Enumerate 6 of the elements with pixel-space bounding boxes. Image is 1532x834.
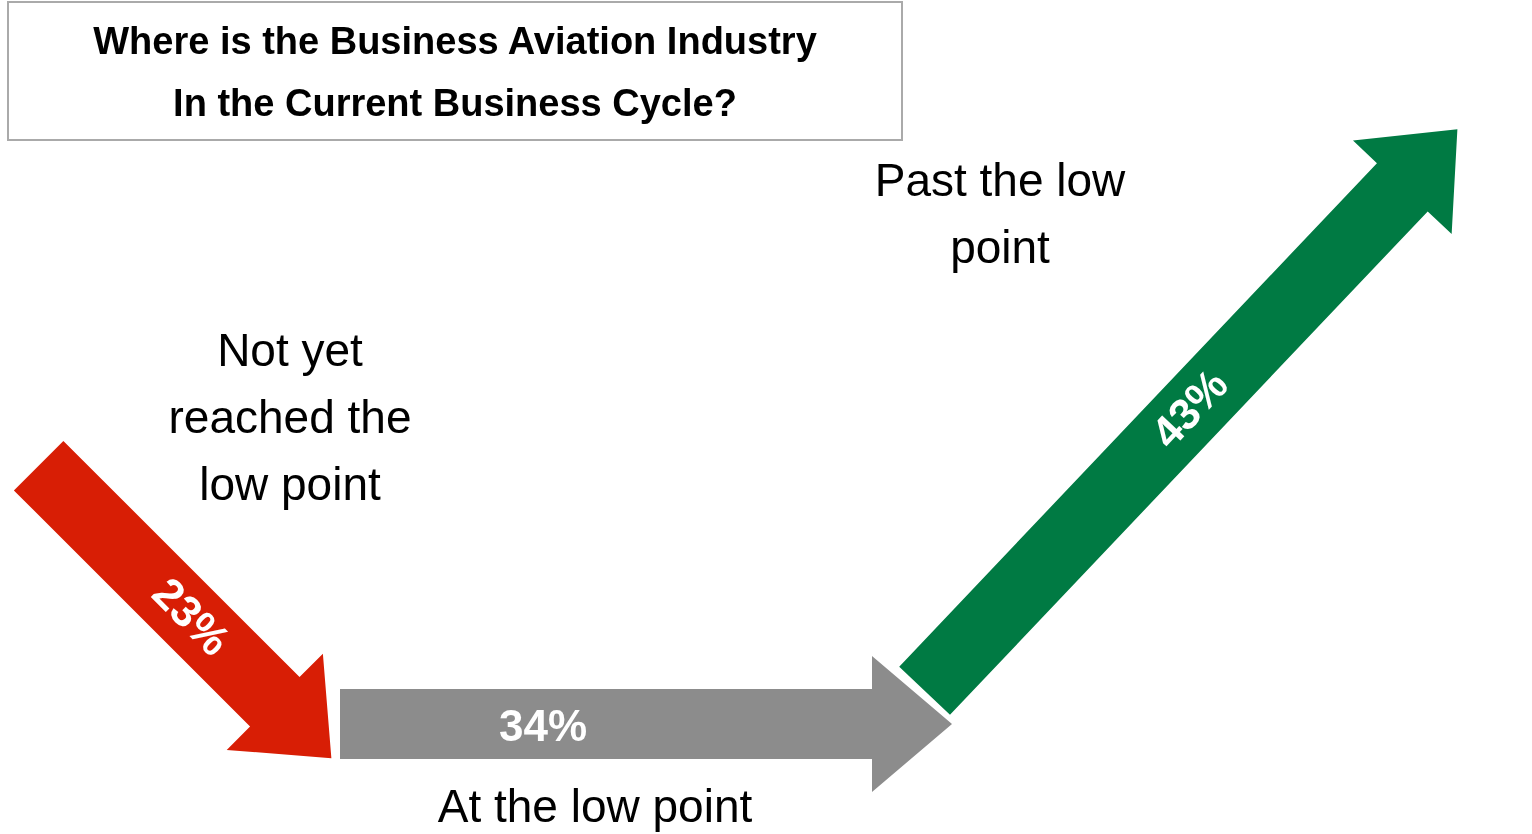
data-label: 43% [1141, 359, 1238, 458]
category-label: Past the low point [874, 154, 1127, 273]
category-label: Not yet reached the low point [168, 324, 412, 510]
category-label: At the low point [437, 780, 753, 832]
text: Where is the Business Aviation Industry In the Current Business Cycle? [93, 20, 817, 124]
data-label: 34% [498, 701, 588, 750]
